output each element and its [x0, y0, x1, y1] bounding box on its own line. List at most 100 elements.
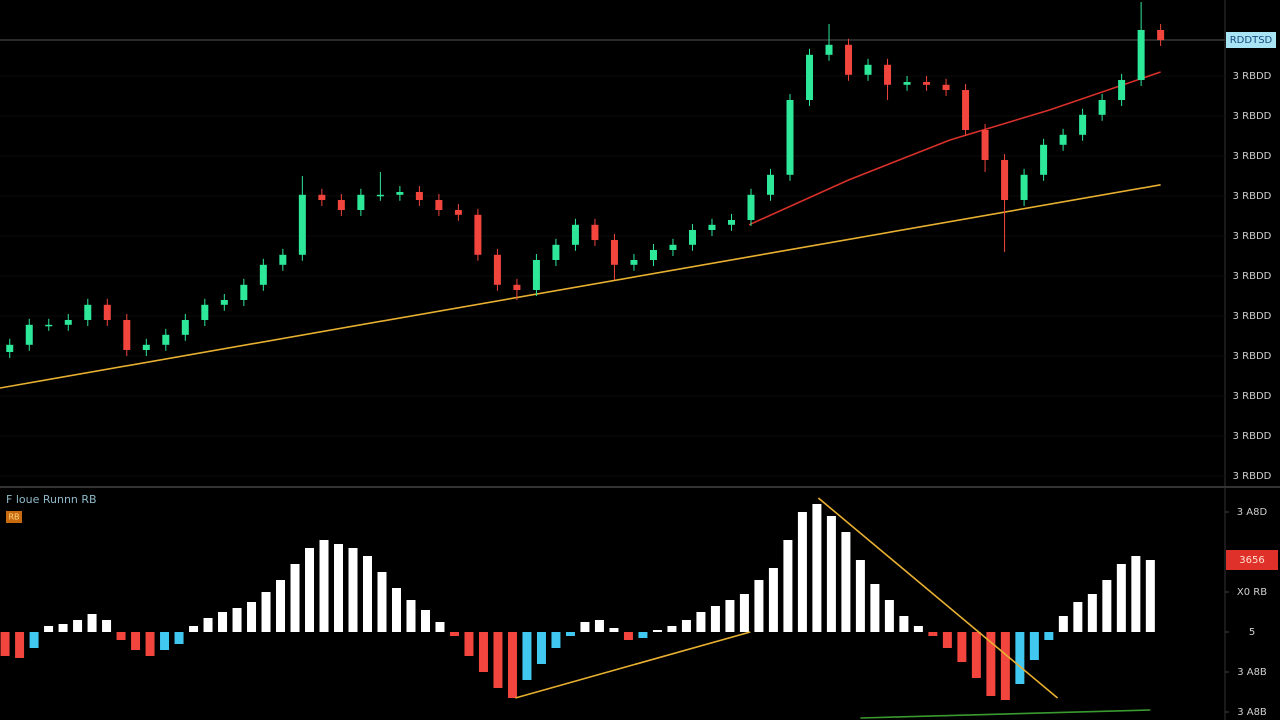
histogram-bar: [638, 632, 648, 638]
histogram-bar: [449, 632, 459, 636]
histogram-bar: [913, 626, 923, 632]
histogram-bar: [189, 626, 199, 632]
histogram-bar: [1087, 594, 1097, 632]
histogram-bar: [710, 606, 720, 632]
histogram-bar: [464, 632, 474, 656]
last-price-label: RDDTSD: [1230, 35, 1273, 46]
histogram-bar: [377, 572, 387, 632]
histogram-bar: [725, 600, 735, 632]
indicator-legend: F loue Runnn RB: [6, 493, 97, 506]
candle-body: [649, 250, 657, 260]
histogram-bar: [971, 632, 981, 678]
candle-body: [688, 230, 696, 245]
candle-body: [786, 100, 794, 175]
candle-body: [1040, 144, 1048, 175]
candle-body: [708, 224, 716, 230]
histogram-bar: [44, 626, 54, 632]
candle-body: [571, 224, 579, 245]
histogram-bar: [1058, 616, 1068, 632]
candle-body: [298, 194, 306, 255]
histogram-bar: [58, 624, 68, 632]
histogram-bar: [218, 612, 228, 632]
histogram-bar: [87, 614, 97, 632]
histogram-bar: [536, 632, 546, 664]
candle-body: [6, 344, 14, 352]
histogram-bar: [102, 620, 112, 632]
candle-body: [1020, 174, 1028, 200]
histogram-bar: [348, 548, 358, 632]
histogram-bar: [768, 568, 778, 632]
candle-body: [123, 320, 131, 350]
histogram-bar: [1102, 580, 1112, 632]
y-tick-label: 3 RBDD: [1233, 311, 1272, 322]
histogram-bar: [73, 620, 83, 632]
legend-badge: RB: [8, 513, 19, 522]
y-tick-label: 3 A8B: [1237, 707, 1267, 718]
histogram-bar: [884, 600, 894, 632]
histogram-bar: [363, 556, 372, 632]
histogram-bar: [594, 620, 604, 632]
candle-body: [259, 264, 267, 285]
y-tick-label: 3 RBDD: [1233, 151, 1272, 162]
candle-body: [630, 260, 638, 265]
histogram-bar: [739, 594, 749, 632]
histogram-bar: [1015, 632, 1025, 684]
candle-body: [727, 220, 735, 225]
histogram-bar: [507, 632, 517, 698]
candle-body: [767, 174, 775, 195]
candle-body: [142, 344, 150, 350]
candle-body: [825, 44, 833, 55]
candle-body: [201, 304, 209, 320]
candle-body: [884, 64, 892, 85]
histogram-bar: [1116, 564, 1126, 632]
candle-body: [376, 194, 384, 197]
histogram-bar: [696, 612, 706, 632]
candle-body: [240, 284, 248, 300]
last-price-badge: [1226, 32, 1276, 48]
histogram-bar: [1029, 632, 1039, 660]
candle-body: [1098, 100, 1106, 115]
candle-body: [864, 64, 872, 75]
candle-body: [318, 194, 326, 200]
histogram-bar: [319, 540, 329, 632]
histogram-bar: [565, 632, 575, 636]
candle-body: [923, 82, 931, 85]
y-tick-label: 3 RBDD: [1233, 111, 1272, 122]
candle-body: [845, 44, 853, 75]
candle-body: [396, 192, 404, 195]
y-tick-label: 3 A8B: [1237, 667, 1267, 678]
candle-body: [1059, 134, 1067, 145]
y-tick-label: 3 RBDD: [1233, 271, 1272, 282]
histogram-bar: [841, 532, 851, 632]
candle-body: [669, 244, 677, 250]
histogram-bar: [551, 632, 561, 648]
y-tick-label: 3 RBDD: [1233, 471, 1272, 482]
histogram-bar: [15, 632, 25, 658]
candle-body: [64, 320, 72, 325]
candle-body: [1157, 30, 1165, 40]
histogram-bar: [290, 564, 300, 632]
histogram-bar: [116, 632, 126, 640]
candle-body: [1118, 80, 1126, 100]
candle-body: [25, 324, 33, 345]
y-tick-label: 3 RBDD: [1233, 391, 1272, 402]
histogram-bar: [1145, 560, 1155, 632]
histogram-bar: [493, 632, 503, 688]
candle-body: [415, 192, 423, 200]
histogram-bar: [609, 628, 619, 632]
histogram-bar: [391, 588, 401, 632]
y-tick-label: 3 RBDD: [1233, 71, 1272, 82]
histogram-bar: [203, 618, 213, 632]
histogram-bar: [667, 626, 677, 632]
histogram-bar: [131, 632, 141, 650]
y-tick-label: 3 A8D: [1237, 507, 1268, 518]
candle-body: [474, 214, 482, 255]
candle-body: [981, 130, 989, 160]
histogram-bar: [870, 584, 880, 632]
candle-body: [279, 254, 287, 265]
last-value-badge: [1226, 550, 1278, 570]
histogram-bar: [160, 632, 170, 650]
histogram-bar: [420, 610, 430, 632]
histogram-bar: [305, 548, 315, 632]
candle-body: [610, 240, 618, 265]
